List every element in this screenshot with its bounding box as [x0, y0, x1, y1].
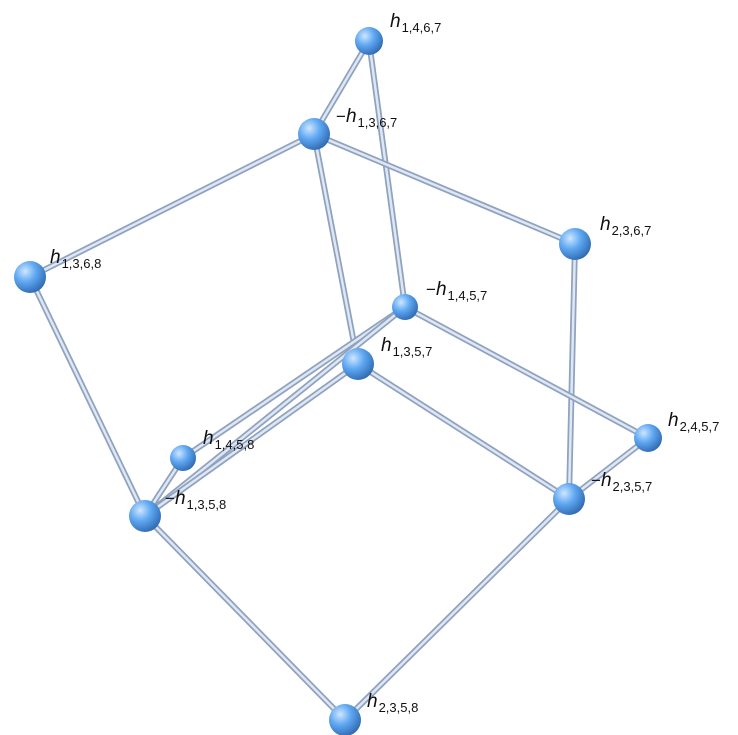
node-label-mh1358: −h1,3,5,8 — [165, 488, 226, 512]
node-label-symbol: h — [600, 214, 611, 235]
edge-highlight-mh1358-h2358 — [143, 514, 347, 722]
node-label-h2367: h2,3,6,7 — [600, 214, 651, 238]
node-label-symbol: h — [381, 335, 392, 356]
edge-highlight-h1368-mh1358 — [28, 275, 147, 518]
node-sphere-mh1367[interactable] — [298, 118, 330, 150]
node-label-indices: 1,4,5,8 — [215, 437, 255, 452]
node-label-indices: 2,4,5,7 — [680, 419, 720, 434]
node-label-indices: 1,4,6,7 — [402, 20, 442, 35]
node-label-symbol: h — [346, 106, 357, 127]
edge-highlight-h2367-mh2357 — [567, 242, 577, 501]
node-label-indices: 1,3,5,8 — [187, 497, 227, 512]
edge-layer — [27, 38, 651, 723]
node-label-mh1367: −h1,3,6,7 — [336, 106, 397, 130]
node-label-h1467: h1,4,6,7 — [390, 11, 441, 35]
node-label-symbol: h — [436, 279, 447, 300]
node-sphere-h1458[interactable] — [170, 445, 196, 471]
node-sphere-h2358[interactable] — [329, 704, 361, 735]
node-label-symbol: h — [390, 11, 401, 32]
edge-highlight-h2457-mh2357 — [567, 436, 650, 501]
node-label-h1357: h1,3,5,7 — [381, 335, 432, 359]
node-label-indices: 1,3,6,7 — [358, 115, 398, 130]
node-sphere-mh1358[interactable] — [129, 500, 161, 532]
node-label-mh1457: −h1,4,5,7 — [426, 279, 487, 303]
edge-highlight-h1357-mh1358 — [143, 362, 360, 518]
node-label-h2457: h2,4,5,7 — [668, 410, 719, 434]
node-label-indices: 2,3,5,7 — [613, 479, 653, 494]
node-label-h1368: h1,3,6,8 — [50, 247, 101, 271]
node-label-symbol: h — [367, 691, 378, 712]
edge-highlight-mh1367-h2367 — [312, 132, 577, 246]
node-sphere-h1368[interactable] — [14, 261, 46, 293]
node-label-indices: 2,3,6,7 — [612, 223, 652, 238]
edge-highlight-h1357-mh2357 — [356, 362, 571, 501]
node-sphere-mh1457[interactable] — [392, 294, 418, 320]
edge-highlight-mh1367-h1357 — [312, 132, 360, 366]
node-sphere-h1357[interactable] — [342, 348, 374, 380]
edge-highlight-mh1457-h1458 — [181, 305, 407, 460]
edge-highlight-h1467-mh1457 — [367, 39, 407, 309]
edge-highlight-mh1457-mh1358 — [143, 305, 407, 518]
node-label-indices: 1,4,5,7 — [448, 288, 488, 303]
node-label-symbol: h — [50, 247, 61, 268]
node-label-indices: 1,3,6,8 — [62, 256, 102, 271]
node-label-symbol: h — [668, 410, 679, 431]
node-label-sign: − — [165, 489, 175, 508]
node-label-symbol: h — [601, 470, 612, 491]
node-label-indices: 2,3,5,8 — [379, 700, 419, 715]
node-label-symbol: h — [203, 428, 214, 449]
node-layer — [14, 27, 662, 735]
node-sphere-h2367[interactable] — [559, 228, 591, 260]
node-sphere-mh2357[interactable] — [553, 483, 585, 515]
node-label-sign: − — [336, 107, 346, 126]
node-label-symbol: h — [175, 488, 186, 509]
node-label-indices: 1,3,5,7 — [393, 344, 433, 359]
node-label-h1458: h1,4,5,8 — [203, 428, 254, 452]
label-layer: h1,4,6,7−h1,3,6,7h1,3,6,8h2,3,6,7−h1,4,5… — [50, 11, 719, 715]
node-label-sign: − — [591, 471, 601, 490]
node-sphere-h2457[interactable] — [634, 424, 662, 452]
edge-highlight-mh1457-h2457 — [403, 305, 650, 440]
edge-highlight-mh1367-h1368 — [28, 132, 316, 279]
node-sphere-h1467[interactable] — [355, 27, 383, 55]
node-label-mh2357: −h2,3,5,7 — [591, 470, 652, 494]
edge-highlight-h1467-mh1367 — [312, 39, 371, 136]
node-label-h2358: h2,3,5,8 — [367, 691, 418, 715]
edge-highlight-mh2357-h2358 — [343, 497, 571, 722]
node-label-sign: − — [426, 280, 436, 299]
